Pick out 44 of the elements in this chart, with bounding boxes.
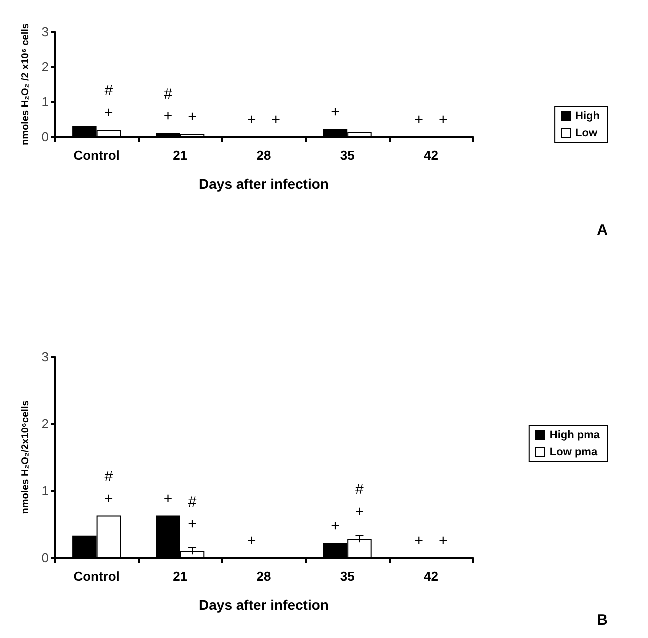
legend-label: High pma — [550, 430, 601, 442]
data-label: + — [188, 108, 198, 126]
x-tick-label: 35 — [340, 148, 355, 163]
x-tick-label: 21 — [173, 569, 188, 584]
y-tick-label: 3 — [42, 24, 49, 40]
y-tick-label: 3 — [42, 350, 49, 364]
y-axis-title: nmoles H₂O₂ /2 x10⁶ cells — [20, 23, 32, 146]
data-label: + — [414, 112, 424, 128]
x-tick-label: 28 — [256, 148, 272, 163]
x-tick-label: 28 — [256, 569, 272, 584]
x-tick-label: Control — [74, 148, 120, 163]
x-axis-title: Days after infection — [199, 176, 329, 192]
y-tick-label: 2 — [42, 416, 49, 432]
data-label: # + — [104, 82, 114, 122]
data-label: + — [331, 104, 340, 121]
legend-label: High — [576, 110, 600, 122]
data-label: + — [272, 112, 281, 128]
data-label: + — [164, 490, 173, 508]
data-label: # + — [164, 86, 174, 125]
y-tick-label: 1 — [42, 484, 49, 498]
x-tick-label: 21 — [173, 148, 188, 163]
x-tick-label: 42 — [424, 569, 438, 584]
data-label: + — [331, 518, 340, 535]
data-label: + — [247, 112, 256, 128]
x-tick-label: Control — [74, 569, 120, 584]
data-label: + — [438, 112, 448, 128]
y-tick-label: 0 — [42, 550, 49, 566]
y-tick-label: 1 — [42, 94, 49, 110]
y-tick-label: 2 — [42, 60, 49, 74]
y-tick-label: 0 — [42, 130, 49, 144]
text: B — [597, 612, 608, 629]
x-tick-label: 35 — [340, 569, 355, 584]
data-label: + — [438, 532, 448, 550]
data-label: # + — [355, 482, 365, 521]
data-label: + — [247, 532, 256, 550]
legend-label: Low pma — [550, 446, 598, 458]
y-axis-title: nmoles H₂O₂/2x10⁶cells — [20, 400, 32, 514]
text: A — [597, 222, 608, 239]
data-label: + — [414, 532, 424, 550]
legend-label: Low — [576, 128, 598, 140]
x-tick-label: 42 — [424, 148, 438, 163]
x-axis-title: Days after infection — [199, 597, 329, 613]
data-label: # + — [104, 468, 114, 508]
data-label: # + — [188, 494, 198, 533]
